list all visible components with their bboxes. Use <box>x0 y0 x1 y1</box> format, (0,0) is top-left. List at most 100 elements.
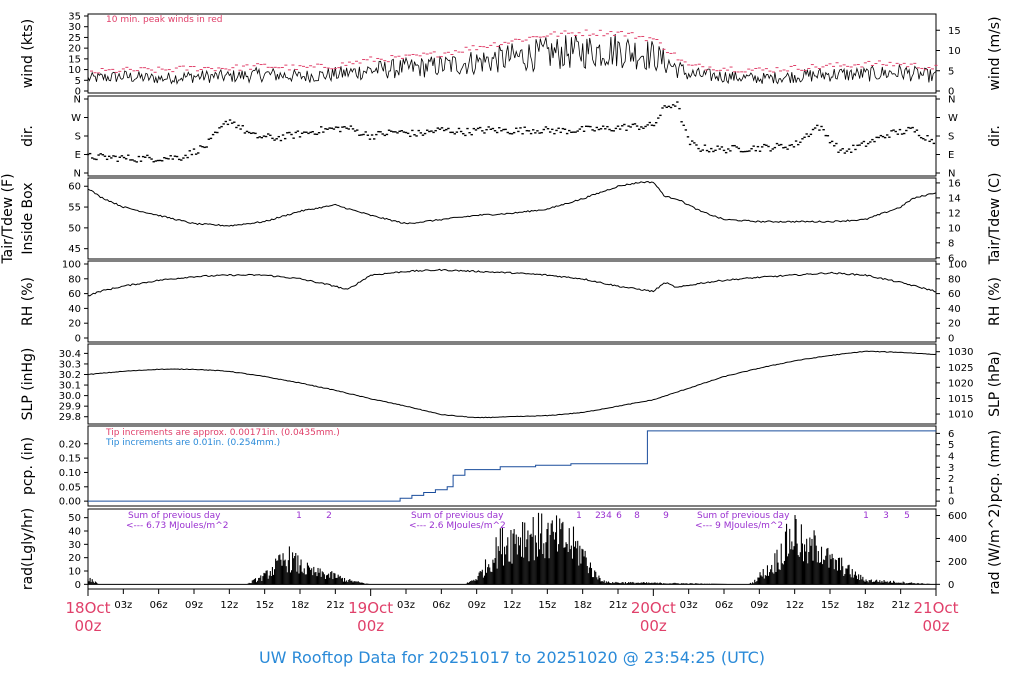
rad-tick-label-left: 20 <box>68 553 81 564</box>
pcp-tick-label-right: 1 <box>948 485 954 496</box>
x-axis-day-date: 20Oct <box>631 599 676 617</box>
pcp-ylabel-right: pcp. (mm) <box>987 430 1003 503</box>
pcp-tick-label-left: 0.10 <box>59 468 81 479</box>
slp-tick-label-left: 30.1 <box>59 381 81 392</box>
x-axis-day-date: 19Oct <box>348 599 393 617</box>
rad-hour-marker: 5 <box>904 511 910 521</box>
slp-tick-label-right: 1015 <box>948 394 973 405</box>
x-axis-tick-label: 12z <box>786 600 804 611</box>
x-axis-tick-label: 09z <box>185 600 203 611</box>
rad-hour-marker: 1 <box>576 511 582 521</box>
x-axis-tick-label: 18z <box>856 600 874 611</box>
rad-hour-marker: 6 <box>616 511 622 521</box>
slp-tick-label-right: 1020 <box>948 378 973 389</box>
x-axis-tick-label: 03z <box>114 600 132 611</box>
rh-tick-label-left: 20 <box>68 319 81 330</box>
rad-hour-marker: 4 <box>606 511 612 521</box>
x-axis-tick-label: 12z <box>220 600 238 611</box>
rh-tick-label-right: 20 <box>948 319 961 330</box>
wind-tick-label-right: 5 <box>948 66 954 77</box>
rh-tick-label-left: 60 <box>68 289 81 300</box>
x-axis-tick-label: 03z <box>397 600 415 611</box>
rh-tick-label-left: 80 <box>68 274 81 285</box>
wind-panel-frame <box>87 13 937 94</box>
wind-tick-label-right: 15 <box>948 26 961 37</box>
rad-day-note-line1: Sum of previous day <box>128 511 221 521</box>
x-axis-day-hour: 00z <box>75 617 102 635</box>
dir-tick-label-left: S <box>75 132 81 143</box>
wind-tick-label-right: 10 <box>948 46 961 57</box>
wind-tick-label-left: 35 <box>68 12 81 23</box>
rad-day-note-line2: <--- 9 MJoules/m^2 <box>695 521 783 531</box>
rad-tick-label-left: 10 <box>68 567 81 578</box>
rh-panel-frame <box>87 260 937 343</box>
x-axis-tick-label: 06z <box>715 600 733 611</box>
rad-tick-label-left: 40 <box>68 527 81 538</box>
temp-ylabel-right: Tair/Tdew (C) <box>987 173 1003 266</box>
rh-tick-label-left: 0 <box>75 334 81 345</box>
pcp-tick-label-right: 6 <box>948 429 954 440</box>
rh-tick-label-left: 100 <box>62 260 81 271</box>
temp-tick-label-right: 12 <box>948 208 961 219</box>
x-axis-tick-label: 06z <box>432 600 450 611</box>
wind-annotation: 10 min. peak winds in red <box>106 15 223 25</box>
temp-tick-label-right: 10 <box>948 223 961 234</box>
wind-tick-label-left: 25 <box>68 33 81 44</box>
x-axis-day-hour: 00z <box>357 617 384 635</box>
rad-tick-label-right: 0 <box>948 580 954 591</box>
pcp-tick-label-left: 0.15 <box>59 454 81 465</box>
wind-tick-label-left: 10 <box>68 65 81 76</box>
temp-tick-label-right: 16 <box>948 178 961 189</box>
rad-hour-marker: 9 <box>663 511 669 521</box>
pcp-tick-label-left: 0.20 <box>59 439 81 450</box>
temp-tick-label-left: 45 <box>68 244 81 255</box>
rad-day-note-line2: <--- 6.73 MJoules/m^2 <box>126 521 228 531</box>
rad-tick-label-right: 200 <box>948 557 967 568</box>
wind-tick-label-left: 15 <box>68 54 81 65</box>
rad-hour-marker: 1 <box>296 511 302 521</box>
slp-series-line <box>87 350 937 419</box>
rad-hour-marker: 2 <box>595 511 601 521</box>
x-axis-tick-label: 15z <box>821 600 839 611</box>
slp-tick-label-left: 30.3 <box>59 359 81 370</box>
x-axis-tick-label: 09z <box>468 600 486 611</box>
rh-tick-label-right: 60 <box>948 289 961 300</box>
temp-tick-label-left: 60 <box>68 182 81 193</box>
wind-ylabel-right: wind (m/s) <box>987 16 1003 90</box>
slp-tick-label-right: 1030 <box>948 347 973 358</box>
rad-tick-label-left: 0 <box>75 580 81 591</box>
rh-ylabel-right: RH (%) <box>987 277 1003 326</box>
x-axis-day-date: 21Oct <box>913 599 958 617</box>
wind-tick-label-left: 0 <box>75 87 81 98</box>
x-axis-tick-label: 15z <box>256 600 274 611</box>
slp-ylabel-left: SLP (inHg) <box>20 348 36 421</box>
slp-tick-label-right: 1010 <box>948 410 973 421</box>
rad-day-note-line1: Sum of previous day <box>411 511 504 521</box>
slp-tick-label-left: 29.9 <box>59 402 81 413</box>
slp-tick-label-left: 30.4 <box>59 349 81 360</box>
dir-tick-label-left: N <box>74 95 81 106</box>
pcp-tick-label-right: 4 <box>948 451 954 462</box>
rad-ylabel-right: rad (W/m^2) <box>987 503 1003 594</box>
x-axis-tick-label: 09z <box>750 600 768 611</box>
slp-tick-label-right: 1025 <box>948 363 973 374</box>
x-axis-tick-label: 18z <box>574 600 592 611</box>
wind-tick-label-right: 0 <box>948 87 954 98</box>
dir-tick-label-left: E <box>75 150 81 161</box>
wind-series-line <box>87 33 937 85</box>
wind-tick-label-left: 30 <box>68 22 81 33</box>
x-axis-day-date: 18Oct <box>65 599 110 617</box>
rh-series-line <box>87 268 937 297</box>
pcp-tick-label-left: 0.00 <box>59 497 81 508</box>
x-axis-day-hour: 00z <box>923 617 950 635</box>
pcp-note-blue: Tip increments are 0.01in. (0.254mm.) <box>105 438 280 448</box>
dir-ylabel-left: dir. <box>20 125 36 147</box>
x-axis-tick-label: 21z <box>326 600 344 611</box>
temp-panel-frame <box>87 177 937 260</box>
dir-tick-label-right: N <box>948 169 955 180</box>
dir-tick-label-right: S <box>948 132 954 143</box>
slp-tick-label-left: 29.8 <box>59 412 81 423</box>
rad-hour-marker: 8 <box>634 511 640 521</box>
dir-tick-label-right: N <box>948 95 955 106</box>
